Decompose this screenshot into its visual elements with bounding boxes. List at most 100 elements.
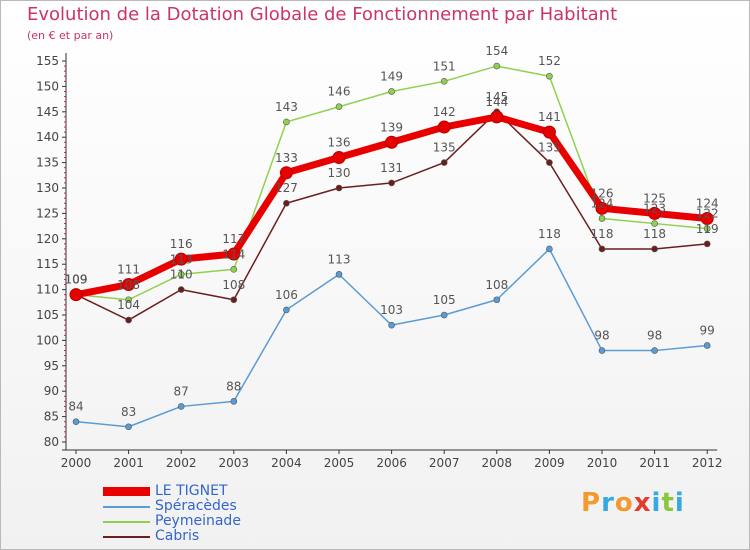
data-label: 149 [380,69,403,83]
logo-letter: P [581,488,602,518]
legend-item-speracedes: Spéracèdes [103,498,303,515]
x-tick-label: 2012 [692,456,723,470]
x-tick-label: 2007 [429,456,460,470]
data-label: 108 [485,278,508,292]
data-label: 135 [538,141,561,155]
data-point [283,306,290,314]
data-label: 145 [485,90,508,104]
data-point [440,78,448,85]
data-point [546,72,553,80]
data-point [437,120,451,134]
data-label: 122 [696,207,719,221]
data-point [651,245,658,253]
data-label: 124 [591,196,614,210]
x-tick-label: 2002 [166,456,197,470]
data-point [279,166,293,180]
x-tick-label: 2000 [61,456,92,470]
legend-label: Peymeinade [155,513,241,529]
y-tick-label: 125 [36,206,59,220]
data-point [230,398,238,405]
data-point [72,418,80,425]
logo-letter: i [674,488,685,518]
legend-swatch [103,506,150,508]
x-tick-label: 2006 [376,456,407,470]
data-point [440,159,448,166]
x-tick-label: 2005 [324,456,355,470]
data-point [703,225,711,232]
legend-swatch [103,487,150,496]
logo-letter: x [633,488,652,518]
data-label: 152 [538,54,561,68]
y-tick-label: 105 [36,308,59,322]
data-point [335,271,343,278]
data-label: 118 [538,227,561,241]
data-label: 110 [170,268,193,282]
y-tick-label: 95 [44,359,59,373]
data-label: 146 [328,85,351,99]
legend-item-cabris: Cabris [103,528,303,545]
legend-swatch [103,536,150,538]
data-label: 130 [328,166,351,180]
data-label: 139 [380,120,403,134]
data-point [283,118,290,126]
data-label: 119 [696,222,719,236]
data-label: 133 [275,151,298,165]
y-tick-label: 100 [36,333,59,347]
data-label: 118 [591,227,614,241]
data-point [388,179,395,187]
data-point [703,342,711,349]
data-label: 88 [226,379,241,393]
y-tick-label: 115 [36,257,59,271]
data-point [648,206,662,220]
data-point [546,245,553,253]
data-point [125,423,132,431]
data-label: 105 [433,293,456,307]
legend-item-le-tignet: LE TIGNET [103,483,303,500]
y-tick-label: 90 [44,384,59,398]
data-label: 125 [643,191,666,205]
chart-title: Evolution de la Dotation Globale de Fonc… [27,4,618,25]
proxiti-logo: Proxiti [581,488,685,518]
data-point [388,321,395,329]
x-tick-label: 2003 [219,456,250,470]
data-label: 113 [328,252,351,266]
data-label: 87 [174,384,189,398]
x-tick-label: 2011 [639,456,670,470]
y-tick-label: 150 [36,79,59,93]
data-point [177,286,185,293]
data-point [388,88,395,95]
data-point [177,403,185,410]
logo-letter: t [661,488,675,518]
x-tick-label: 2010 [587,456,618,470]
legend-label: Cabris [155,528,200,544]
data-label: 108 [117,278,140,292]
legend-label: Spéracèdes [155,498,237,514]
data-label: 83 [121,405,136,419]
data-label: 98 [647,329,662,343]
data-label: 99 [700,323,715,337]
data-point [493,62,501,70]
data-label: 103 [380,303,403,317]
y-tick-label: 135 [36,156,59,170]
data-point [651,220,658,227]
data-label: 136 [328,136,351,150]
data-point [440,311,448,319]
data-label: 84 [68,400,83,414]
data-label: 109 [65,273,88,287]
data-label: 106 [275,288,298,302]
data-label: 123 [643,202,666,216]
data-label: 154 [485,44,508,58]
data-label: 144 [485,95,508,109]
data-point [177,271,185,278]
y-tick-label: 85 [44,410,59,424]
legend-swatch [103,521,150,523]
y-tick-label: 110 [36,283,59,297]
y-tick-label: 140 [36,130,59,144]
logo-letter: r [601,488,615,518]
data-point [227,247,241,261]
chart-legend: LE TIGNET Spéracèdes Peymeinade Cabris [103,483,303,545]
x-tick-label: 2008 [482,456,513,470]
data-point [283,199,290,207]
y-tick-label: 145 [36,105,59,119]
